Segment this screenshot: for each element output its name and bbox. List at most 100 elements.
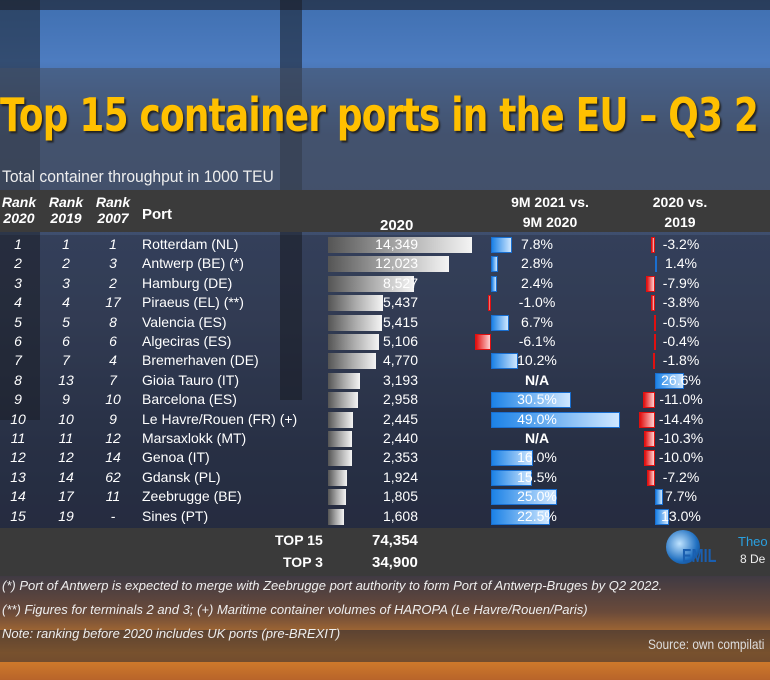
volume-bar xyxy=(328,431,353,447)
growth-2020-value: 7.7% xyxy=(665,488,697,505)
header-text: 9M 2021 vs. xyxy=(511,194,589,210)
header-rank-2007: Rank 2007 xyxy=(93,194,133,226)
header-rank-2019: Rank 2019 xyxy=(46,194,86,226)
footnote-antwerp: (*) Port of Antwerp is expected to merge… xyxy=(2,578,663,593)
growth-2020-value: -0.5% xyxy=(662,313,700,330)
footnote-ranking: Note: ranking before 2020 includes UK po… xyxy=(2,626,341,641)
rank-2019: 5 xyxy=(62,313,70,330)
rank-2020: 7 xyxy=(14,352,22,369)
header-rank-2020: Rank 2020 xyxy=(0,194,38,226)
volume-value: 3,193 xyxy=(382,371,418,388)
footnote-terminals: (**) Figures for terminals 2 and 3; (+) … xyxy=(2,602,588,617)
rank-2007: 12 xyxy=(105,430,121,446)
emil-logo: EMIL Theo 8 De xyxy=(662,528,770,576)
growth-2020-bar xyxy=(655,489,664,506)
table-row: 12 12 14 Genoa (IT) 2,353 16.0% -10.0% xyxy=(0,448,770,467)
table-row: 4 4 17 Piraeus (EL) (**) 5,437 -1.0% -3.8% xyxy=(0,293,770,312)
volume-value: 2,353 xyxy=(382,449,418,466)
rank-2007: 11 xyxy=(105,488,121,505)
growth-2020-value: 26.6% xyxy=(661,371,701,388)
rank-2020: 11 xyxy=(10,430,26,446)
growth-9m-bar xyxy=(491,314,509,331)
growth-9m-value: 49.0% xyxy=(517,410,557,427)
header-text: Rank xyxy=(1,194,37,210)
table-row: 8 13 7 Gioia Tauro (IT) 3,193 N/A 26.6% xyxy=(0,371,770,390)
table-row: 6 6 6 Algeciras (ES) 5,106 -6.1% -0.4% xyxy=(0,332,770,351)
port-name: Antwerp (BE) (*) xyxy=(142,255,244,272)
rank-2007: 14 xyxy=(105,449,121,466)
rank-2007: 2 xyxy=(109,274,117,291)
volume-bar xyxy=(328,450,352,467)
header-text: 2020 vs. xyxy=(652,194,708,210)
rank-2019: 12 xyxy=(58,449,74,466)
header-volume: 2020 xyxy=(380,217,414,234)
rank-2020: 4 xyxy=(14,294,22,311)
volume-bar xyxy=(328,256,449,273)
growth-9m-value: 7.8% xyxy=(521,236,553,252)
volume-bar xyxy=(328,489,347,506)
header-growth-2020: 2020 vs. 2019 xyxy=(630,194,730,230)
volume-bar xyxy=(328,392,358,409)
growth-2020-bar xyxy=(655,508,670,525)
growth-9m-bar xyxy=(491,489,557,506)
page-title: Top 15 container ports in the EU – Q3 2 xyxy=(0,88,759,142)
subtitle: Total container throughput in 1000 TEU xyxy=(2,167,274,186)
volume-value: 12,023 xyxy=(375,255,418,272)
volume-bar xyxy=(328,295,383,312)
growth-2020-value: 1.4% xyxy=(665,255,697,272)
volume-value: 8,527 xyxy=(382,274,418,291)
growth-2020-value: -11.0% xyxy=(659,391,703,408)
rank-2020: 5 xyxy=(14,313,22,330)
growth-2020-bar xyxy=(642,392,655,409)
rank-2019: 10 xyxy=(58,410,74,427)
rank-2007: 8 xyxy=(109,313,117,330)
rank-2007: 10 xyxy=(105,391,121,408)
rank-2020: 10 xyxy=(10,410,26,427)
port-name: Algeciras (ES) xyxy=(142,333,232,349)
volume-value: 1,608 xyxy=(382,507,418,524)
growth-2020-bar xyxy=(650,295,655,312)
table-header xyxy=(0,190,770,232)
rank-2020: 13 xyxy=(10,468,26,485)
rank-2007: 62 xyxy=(105,468,121,485)
rank-2019: 14 xyxy=(58,468,74,485)
port-name: Rotterdam (NL) xyxy=(142,236,239,252)
rank-2020: 9 xyxy=(14,391,22,408)
growth-9m-value: 22.5% xyxy=(517,507,557,524)
rank-2020: 1 xyxy=(14,236,22,252)
growth-2020-bar xyxy=(654,314,656,331)
growth-2020-bar xyxy=(655,256,657,273)
growth-2020-bar xyxy=(639,411,655,428)
growth-9m-bar xyxy=(488,295,491,312)
top15-label: TOP 15 xyxy=(275,532,323,548)
table-row: 7 7 4 Bremerhaven (DE) 4,770 10.2% -1.8% xyxy=(0,351,770,370)
volume-bar xyxy=(328,353,376,370)
logo-line2: 8 De xyxy=(740,552,766,566)
rank-2020: 2 xyxy=(14,255,22,272)
growth-9m-value: 25.0% xyxy=(517,488,557,505)
growth-2020-bar xyxy=(643,431,655,447)
background-crane-beam xyxy=(0,0,770,10)
header-text: 9M 2020 xyxy=(522,214,578,230)
header-text: 2007 xyxy=(97,210,129,226)
rank-2007: 6 xyxy=(109,333,117,349)
logo-text: EMIL xyxy=(682,546,717,566)
rank-2019: 3 xyxy=(62,274,70,291)
rank-2007: 1 xyxy=(109,236,117,252)
growth-2020-bar xyxy=(644,450,655,467)
volume-value: 4,770 xyxy=(382,352,418,369)
table-row: 13 14 62 Gdansk (PL) 1,924 15.5% -7.2% xyxy=(0,468,770,487)
rank-2019: 17 xyxy=(58,488,74,505)
growth-2020-bar xyxy=(654,334,656,350)
growth-9m-value: -1.0% xyxy=(518,294,556,311)
rank-2019: 7 xyxy=(62,352,70,369)
volume-bar xyxy=(328,372,361,389)
growth-9m-bar xyxy=(491,353,518,370)
port-name: Zeebrugge (BE) xyxy=(142,488,242,505)
header-text: 2019 xyxy=(664,214,696,230)
volume-value: 5,415 xyxy=(382,313,418,330)
rank-2007: 17 xyxy=(105,294,121,311)
volume-bar xyxy=(328,314,383,331)
header-text: 2019 xyxy=(50,210,82,226)
growth-2020-value: -7.2% xyxy=(662,468,700,485)
